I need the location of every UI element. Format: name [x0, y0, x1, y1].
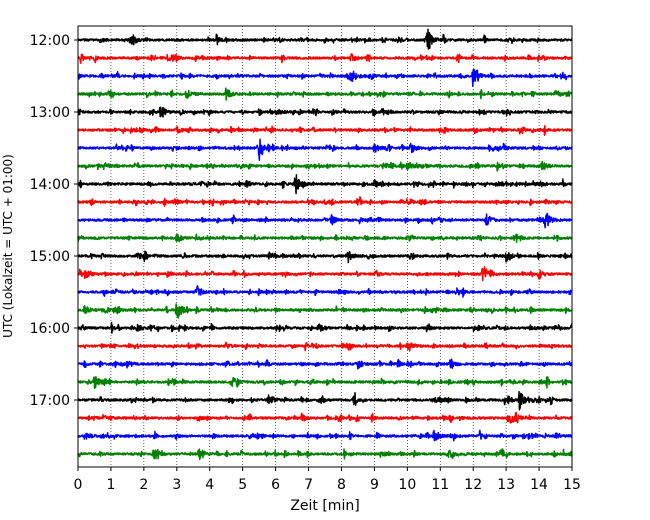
plot-frame: [77, 25, 573, 468]
seismogram-trace: [77, 341, 573, 352]
seismogram-trace: [77, 28, 573, 50]
x-tick-label: 0: [74, 477, 83, 493]
x-tick-label: 5: [238, 477, 247, 493]
y-axis-title: UTC (Lokalzeit = UTC + 01:00): [1, 154, 15, 338]
seismogram-trace: [77, 376, 573, 390]
seismogram-trace: [77, 196, 573, 207]
seismogram-trace: [77, 212, 573, 229]
seismogram-trace: [77, 160, 573, 172]
x-axis-title: Zeit [min]: [290, 498, 359, 514]
seismogram-trace: [77, 125, 573, 137]
x-tick-label: 7: [304, 477, 313, 493]
seismogram-trace: [77, 303, 573, 319]
seismogram-trace: [77, 174, 573, 195]
x-tick-label: 4: [205, 477, 214, 493]
y-tick-label: 12:00: [30, 33, 70, 49]
seismogram-trace: [77, 266, 573, 282]
x-tick-label: 3: [172, 477, 181, 493]
x-tick-label: 2: [139, 477, 148, 493]
y-tick-label: 14:00: [30, 177, 70, 193]
seismogram-trace: [77, 53, 573, 64]
seismogram-trace: [77, 87, 573, 101]
y-tick-label: 16:00: [30, 321, 70, 337]
y-ticks: 12:00 13:00 14:00 15:00 16:00 17:00: [30, 33, 78, 409]
seismogram-trace: [77, 285, 573, 298]
x-tick-label: 6: [271, 477, 280, 493]
seismogram-trace: [77, 250, 573, 264]
x-tick-label: 12: [464, 477, 482, 493]
seismogram-trace: [77, 138, 573, 161]
x-tick-label: 10: [398, 477, 416, 493]
x-tick-label: 13: [497, 477, 515, 493]
x-tick-label: 11: [431, 477, 449, 493]
x-tick-label: 1: [106, 477, 115, 493]
seismogram-trace: [77, 390, 573, 411]
x-tick-label: 15: [563, 477, 581, 493]
seismogram-trace: [77, 68, 573, 87]
seismogram-trace: [77, 411, 573, 424]
seismogram-trace: [77, 106, 573, 118]
seismogram-trace: [77, 448, 573, 461]
y-tick-label: 17:00: [30, 393, 70, 409]
y-tick-label: 15:00: [30, 249, 70, 265]
seismogram-traces: [77, 28, 573, 461]
seismogram-trace: [77, 321, 573, 334]
x-tick-label: 14: [530, 477, 548, 493]
seismogram-trace: [77, 429, 573, 442]
x-tick-label: 9: [370, 477, 379, 493]
x-tick-label: 8: [337, 477, 346, 493]
x-ticks: 0 1 2 3 4 5 6 7 8 9 10 11 12 13 14 15: [74, 467, 581, 493]
seismogram-trace: [77, 233, 573, 243]
y-tick-label: 13:00: [30, 105, 70, 121]
seismogram-trace: [77, 358, 573, 370]
